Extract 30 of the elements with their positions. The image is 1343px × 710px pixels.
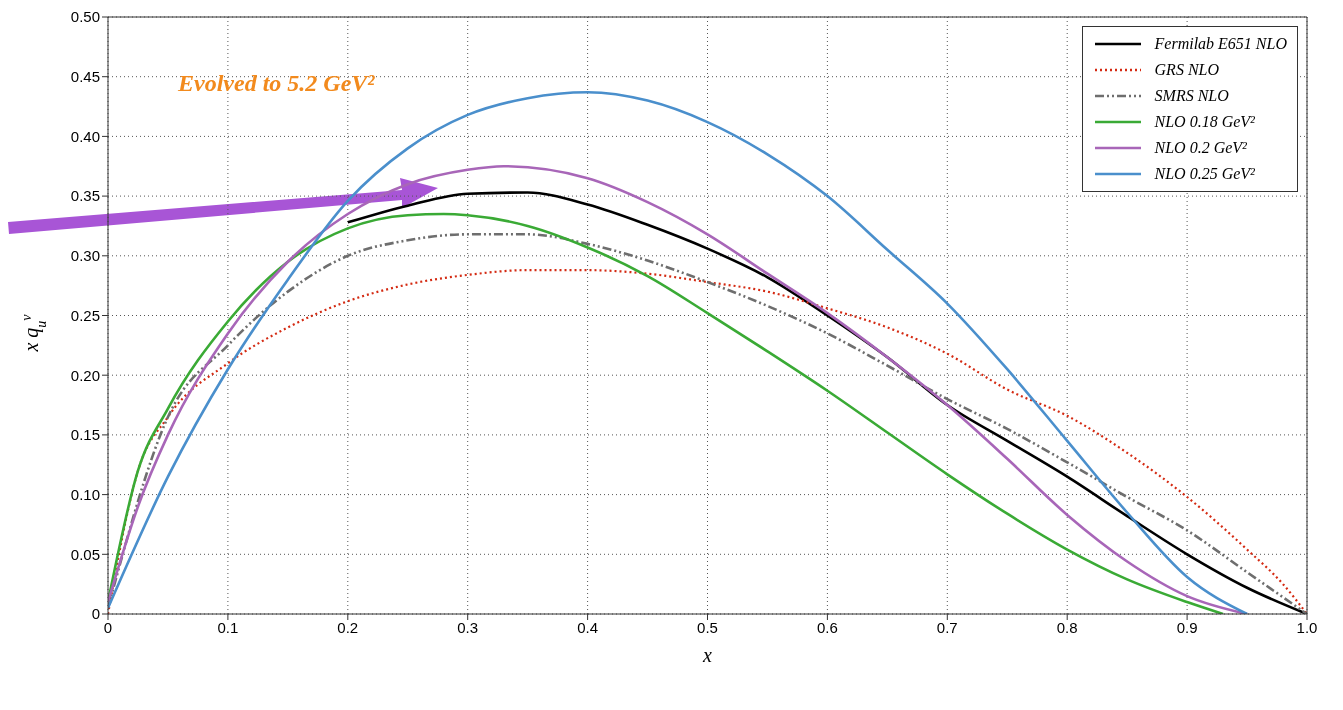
y-tick-label: 0.50	[70, 8, 100, 26]
y-tick-label: 0.45	[70, 68, 100, 86]
legend-label: NLO 0.2 GeV²	[1154, 139, 1247, 157]
annotation: Evolved to 5.2 GeV²	[178, 70, 375, 97]
y-tick-label: 0.30	[70, 247, 100, 265]
legend-label: NLO 0.25 GeV²	[1154, 165, 1255, 183]
legend-label: Fermilab E651 NLO	[1154, 35, 1287, 53]
x-tick-label: 1.0	[1296, 618, 1318, 636]
x-tick-label: 0.7	[936, 618, 958, 636]
x-tick-label: 0.4	[577, 618, 599, 636]
x-axis-title: x	[702, 644, 713, 666]
x-tick-label: 0.3	[457, 618, 479, 636]
x-tick-label: 0.1	[217, 618, 239, 636]
y-tick-label: 0	[91, 605, 100, 623]
y-tick-label: 0.20	[70, 366, 100, 384]
x-tick-label: 0	[103, 618, 113, 636]
x-tick-label: 0.2	[337, 618, 359, 636]
x-tick-label: 0.8	[1056, 618, 1078, 636]
legend-label: GRS NLO	[1154, 61, 1219, 79]
y-tick-label: 0.15	[70, 426, 100, 444]
x-tick-label: 0.9	[1176, 618, 1198, 636]
y-tick-label: 0.25	[70, 306, 100, 324]
y-tick-label: 0.40	[70, 127, 100, 145]
x-tick-label: 0.6	[816, 618, 838, 636]
legend-label: NLO 0.18 GeV²	[1154, 113, 1255, 131]
y-tick-label: 0.35	[70, 187, 100, 205]
x-tick-label: 0.5	[697, 618, 718, 636]
y-tick-label: 0.10	[70, 485, 100, 503]
y-tick-label: 0.05	[70, 545, 100, 563]
legend-label: SMRS NLO	[1154, 87, 1229, 105]
